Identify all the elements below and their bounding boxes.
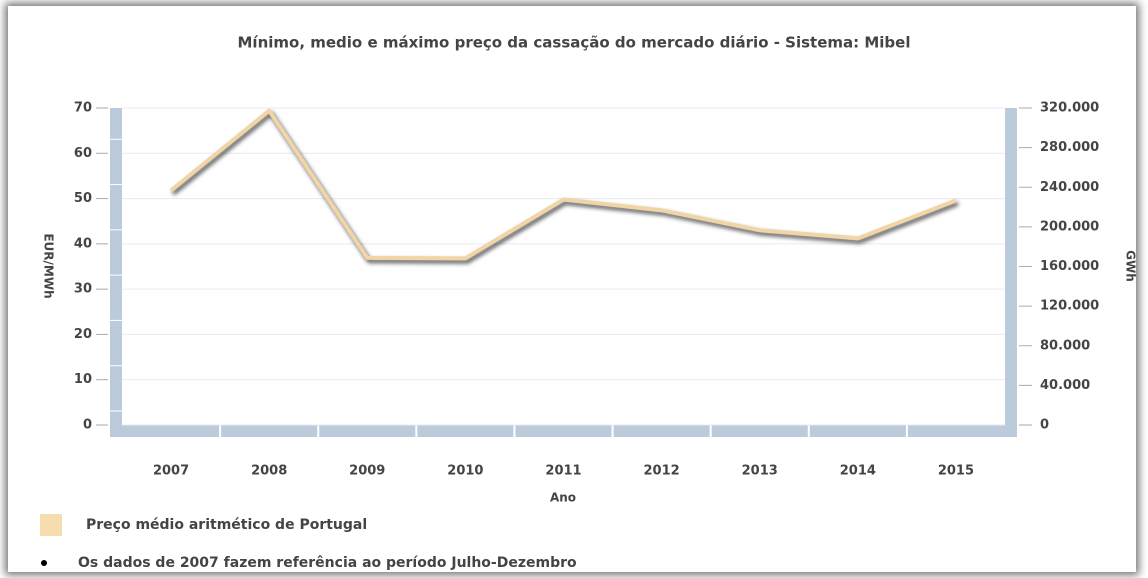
- y2-tick-label: 160.000: [1040, 259, 1099, 274]
- x-tick-label: 2009: [349, 464, 385, 479]
- y2-tick-label: 80.000: [1040, 338, 1090, 353]
- x-tick-label: 2012: [644, 464, 680, 479]
- note: Os dados de 2007 fazem referência ao per…: [78, 555, 577, 571]
- axis-band: [110, 108, 122, 437]
- y-tick-label: 20: [74, 327, 92, 342]
- y-tick-label: 30: [74, 282, 92, 297]
- y2-tick-label: 120.000: [1040, 299, 1099, 314]
- y2-tick-label: 280.000: [1040, 140, 1099, 155]
- x-tick-label: 2013: [742, 464, 778, 479]
- x-tick-label: 2010: [447, 464, 483, 479]
- y-tick-label: 60: [74, 146, 92, 161]
- x-axis-label: Ano: [550, 491, 576, 505]
- x-tick-label: 2007: [153, 464, 189, 479]
- line: [169, 108, 957, 261]
- legend-label: Preço médio aritmético de Portugal: [86, 517, 367, 533]
- y2-tick-label: 320.000: [1040, 101, 1099, 116]
- y-axis-label: EUR/MWh: [42, 233, 56, 298]
- y2-axis-label: GWh: [1124, 250, 1138, 282]
- x-tick-label: 2014: [840, 464, 876, 479]
- y2-tick-label: 240.000: [1040, 180, 1099, 195]
- axis-band: [1005, 108, 1017, 437]
- x-tick-label: 2008: [251, 464, 287, 479]
- y2-tick-label: 0: [1040, 418, 1049, 433]
- y2-tick-label: 40.000: [1040, 378, 1090, 393]
- y-tick-label: 50: [74, 191, 92, 206]
- x-tick-label: 2011: [545, 464, 581, 479]
- y-tick-label: 40: [74, 236, 92, 251]
- y-tick-label: 70: [74, 101, 92, 116]
- y-tick-label: 10: [74, 372, 92, 387]
- x-tick-label: 2015: [938, 464, 974, 479]
- chart-title: Mínimo, medio e máximo preço da cassação…: [238, 34, 911, 52]
- y-tick-label: 0: [83, 418, 92, 433]
- axis-band: [122, 425, 1005, 437]
- legend-swatch: [40, 514, 62, 536]
- bullet: [41, 560, 47, 566]
- y2-tick-label: 200.000: [1040, 219, 1099, 234]
